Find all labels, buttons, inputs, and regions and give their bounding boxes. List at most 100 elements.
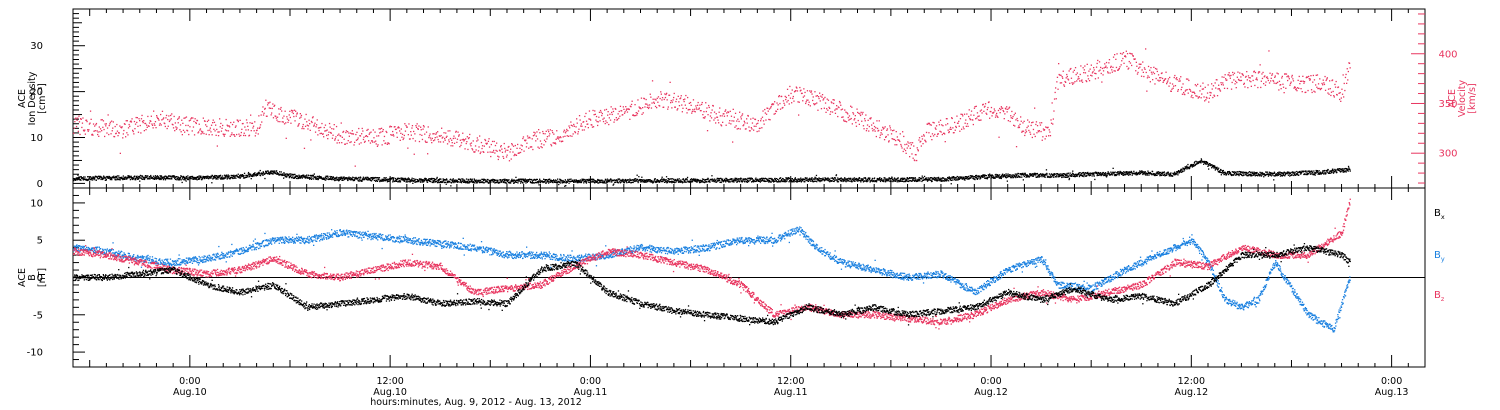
data-point (1257, 72, 1260, 74)
data-point (243, 134, 245, 137)
data-point (609, 119, 612, 121)
data-point (984, 105, 986, 107)
data-point (135, 116, 137, 119)
data-point (891, 138, 893, 140)
data-point (1062, 77, 1064, 79)
data-point (626, 108, 628, 110)
data-point (210, 175, 213, 178)
data-point (279, 171, 281, 173)
data-point (503, 178, 505, 181)
data-point (299, 113, 301, 115)
data-point (875, 135, 877, 138)
data-point (237, 176, 239, 178)
data-point (564, 135, 566, 137)
data-point (252, 125, 255, 127)
data-point (157, 118, 159, 120)
data-point (817, 178, 819, 180)
data-point (912, 157, 914, 159)
data-point (494, 144, 497, 147)
data-point (830, 111, 832, 113)
data-point (1082, 67, 1084, 69)
data-point (856, 178, 859, 180)
data-point (83, 176, 85, 178)
data-point (729, 178, 731, 180)
data-point (631, 181, 633, 183)
data-point (831, 177, 834, 179)
data-point (451, 181, 454, 183)
data-point (420, 180, 422, 182)
data-point (1156, 68, 1158, 70)
data-point (262, 106, 264, 108)
data-point (429, 178, 431, 180)
data-point (795, 180, 797, 183)
data-point (771, 103, 773, 105)
data-point (366, 129, 368, 131)
data-point (379, 132, 381, 134)
data-point (985, 177, 987, 180)
data-point (1022, 130, 1025, 132)
data-point (335, 179, 337, 181)
data-point (1289, 84, 1291, 86)
data-point (433, 179, 436, 181)
data-point (514, 153, 516, 155)
data-point (333, 178, 335, 181)
data-point (789, 180, 791, 182)
data-point (369, 132, 371, 134)
data-point (321, 122, 323, 125)
density-axis-label-line: [cm⁻³] (37, 83, 48, 114)
data-point (936, 177, 938, 179)
data-point (104, 135, 106, 138)
data-point (318, 176, 320, 178)
data-point (794, 177, 796, 179)
data-point (86, 120, 88, 123)
data-point (764, 177, 766, 179)
data-point (74, 121, 76, 123)
data-point (94, 178, 96, 180)
data-point (226, 130, 228, 132)
data-point (473, 178, 475, 180)
data-point (937, 177, 939, 179)
data-point (1010, 117, 1012, 119)
data-point (1069, 68, 1071, 70)
data-point (914, 159, 916, 162)
data-point (1229, 77, 1231, 79)
data-point (927, 123, 929, 125)
data-point (1157, 79, 1159, 81)
data-point (208, 177, 210, 180)
data-point (203, 132, 205, 135)
data-point (909, 156, 911, 158)
data-point (600, 111, 602, 113)
data-point (963, 128, 965, 130)
data-point (824, 179, 826, 181)
data-point (986, 113, 988, 115)
data-point (944, 180, 946, 182)
data-point (268, 102, 270, 104)
data-point (139, 177, 141, 179)
data-point (719, 181, 721, 183)
data-point (273, 171, 275, 174)
data-point (380, 180, 382, 182)
data-point (133, 177, 135, 180)
data-point (788, 94, 790, 97)
data-point (257, 127, 259, 129)
data-point (264, 107, 266, 110)
data-point (781, 178, 783, 181)
data-point (418, 140, 421, 143)
data-point (445, 132, 447, 134)
data-point (155, 177, 157, 179)
data-point (864, 177, 867, 179)
data-point (504, 151, 506, 153)
data-point (121, 126, 123, 128)
data-point (829, 181, 831, 183)
data-point (683, 181, 685, 183)
data-point (1344, 76, 1347, 79)
data-point (737, 127, 740, 130)
data-point (595, 115, 598, 118)
data-point (623, 181, 625, 184)
data-point (1099, 69, 1101, 71)
data-point (291, 177, 293, 179)
data-point (1065, 77, 1067, 79)
data-point (234, 175, 237, 177)
data-point (499, 150, 501, 152)
data-point (170, 178, 172, 180)
